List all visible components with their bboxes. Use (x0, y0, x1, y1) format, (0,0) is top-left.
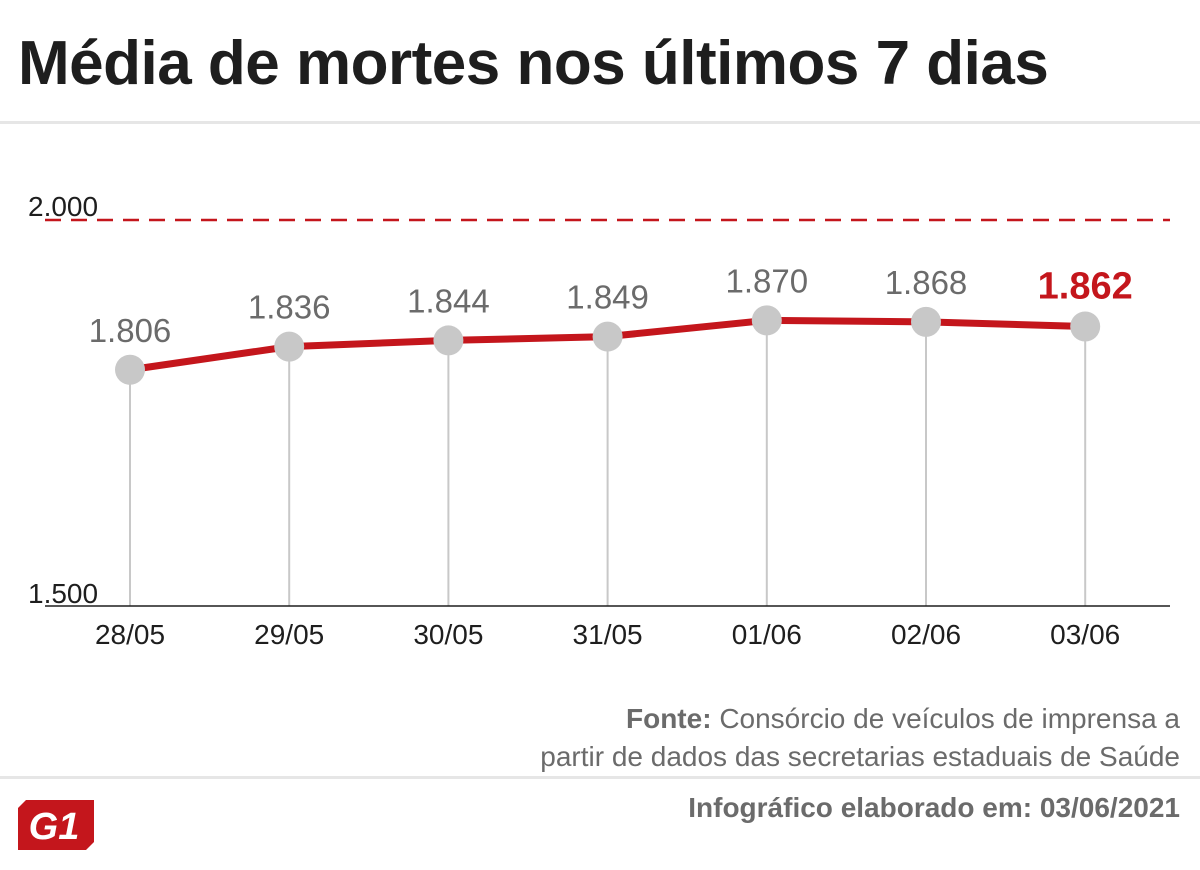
g1-logo: G1 (18, 800, 94, 850)
source-text-line-2: partir de dados das secretarias estaduai… (540, 741, 1180, 772)
source-label: Fonte: (626, 703, 712, 734)
chart-title: Média de mortes nos últimos 7 dias (18, 29, 1049, 98)
title-divider (0, 121, 1200, 124)
data-label: 1.806 (89, 312, 172, 349)
data-label: 1.849 (566, 279, 649, 316)
data-label: 1.868 (885, 264, 968, 301)
source-text-line-1: Consórcio de veículos de imprensa a (719, 703, 1180, 734)
x-tick-label: 01/06 (732, 619, 802, 650)
data-label: 1.844 (407, 282, 490, 319)
source-note: Fonte: Consórcio de veículos de imprensa… (420, 700, 1180, 776)
y-tick-label: 1.500 (28, 578, 98, 609)
data-point (911, 306, 941, 337)
x-tick-label: 03/06 (1050, 619, 1120, 650)
x-tick-label: 30/05 (413, 619, 483, 650)
x-tick-label: 28/05 (95, 619, 165, 650)
x-tick-label: 31/05 (573, 619, 643, 650)
data-label: 1.862 (1038, 266, 1133, 308)
footer-note: Infográfico elaborado em: 03/06/2021 (688, 792, 1180, 823)
x-tick-label: 02/06 (891, 619, 961, 650)
footer-divider (0, 776, 1200, 779)
data-point (592, 321, 623, 352)
data-point (1070, 311, 1101, 342)
line-chart: 1.500 2.000 28/05 29/05 30/05 31/05 01/06 02/06… (28, 191, 1170, 650)
data-point (274, 331, 305, 362)
y-tick-label: 2.000 (28, 191, 98, 222)
x-tick-label: 29/05 (254, 619, 324, 650)
data-label: 1.836 (248, 289, 331, 326)
data-point (115, 354, 145, 385)
data-point (751, 305, 782, 336)
data-point (433, 325, 464, 356)
g1-logo-text: G1 (29, 806, 80, 848)
data-label: 1.870 (726, 262, 809, 299)
